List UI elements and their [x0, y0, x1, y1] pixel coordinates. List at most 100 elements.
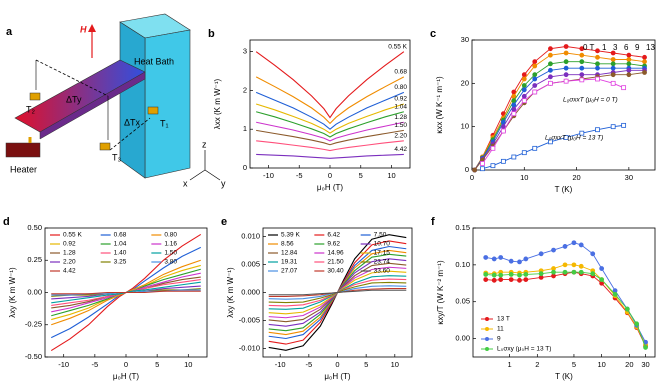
marker	[538, 251, 544, 257]
series-line	[485, 264, 646, 345]
marker	[521, 87, 527, 93]
x-axis-label: μ₀H (T)	[113, 372, 139, 381]
legend-label: 4.42	[63, 268, 76, 275]
y-axis-label: κxy/T (W K⁻² m⁻¹)	[436, 260, 445, 325]
marker	[610, 65, 616, 71]
axis-x	[189, 169, 206, 181]
marker	[511, 111, 517, 117]
panel-label: b	[208, 28, 215, 40]
x-tick-label: 5	[572, 360, 576, 369]
marker	[579, 59, 585, 65]
marker	[521, 72, 527, 78]
x-tick-label: -10	[275, 360, 286, 369]
legend-label: 3.25	[114, 259, 127, 266]
series-line	[255, 76, 405, 125]
marker	[498, 255, 504, 260]
series-label: 2.20	[394, 133, 407, 140]
marker	[610, 124, 616, 130]
marker	[634, 321, 640, 327]
marker	[578, 269, 584, 275]
x-tick-label: 5	[155, 360, 159, 369]
marker	[523, 272, 529, 277]
marker	[532, 72, 538, 78]
y-tick-label: 0.000	[241, 287, 260, 296]
series-line	[256, 121, 404, 142]
x-tick-label: 10	[391, 360, 399, 369]
marker	[579, 52, 585, 58]
legend-label: 33.60	[374, 268, 391, 275]
panel-label: d	[3, 216, 10, 228]
marker	[595, 76, 600, 82]
marker	[599, 277, 605, 283]
x-tick-label: -5	[306, 360, 313, 369]
field-label: H	[80, 24, 87, 34]
y-tick-label: 0.010	[241, 231, 260, 240]
legend-label: 1.40	[114, 250, 127, 257]
x-axis-label: T (K)	[555, 372, 573, 381]
marker	[521, 150, 527, 156]
marker	[548, 67, 553, 73]
marker	[563, 50, 569, 56]
marker	[491, 272, 497, 278]
axis-y	[204, 169, 221, 181]
legend-label: 19.31	[281, 259, 298, 266]
x-tick-label: 30	[625, 173, 633, 182]
marker	[483, 255, 489, 260]
axis-z-label: z	[202, 139, 207, 149]
marker	[579, 77, 585, 83]
legend-label: 9.62	[327, 241, 340, 248]
x-tick-label: 0	[335, 360, 339, 369]
y-tick-label: 0.15	[455, 223, 470, 232]
marker	[563, 59, 569, 65]
heater-block	[5, 142, 41, 158]
marker	[523, 256, 529, 262]
legend-label: 0.80	[164, 232, 177, 239]
thermometer	[147, 106, 159, 115]
dty-label: ΔTy	[66, 94, 82, 104]
t2-label: T₂	[26, 104, 35, 114]
marker	[626, 57, 632, 62]
marker	[523, 277, 529, 283]
x-tick-label: 5	[359, 171, 363, 180]
y-tick-label: 10	[461, 122, 469, 131]
marker	[563, 65, 569, 71]
x-tick-label: 10	[520, 173, 528, 182]
x-tick-label: 10	[597, 360, 605, 369]
marker	[521, 98, 527, 104]
series-line	[51, 290, 201, 295]
panel-label: e	[221, 216, 227, 228]
dtx-arrow	[109, 117, 151, 151]
y-tick-label: 0.00	[455, 334, 470, 343]
marker	[579, 46, 585, 52]
marker	[643, 345, 648, 350]
marker	[563, 72, 569, 78]
marker	[571, 240, 577, 246]
marker	[508, 272, 514, 277]
bath-front	[144, 29, 191, 179]
series-line	[255, 103, 405, 134]
legend-label: 1.16	[164, 241, 177, 248]
marker	[590, 271, 596, 277]
marker	[624, 306, 630, 312]
legend-label: 0.55 K	[63, 232, 82, 239]
axis-y-label: y	[221, 178, 226, 188]
marker	[498, 277, 504, 283]
y-axis-label: λxx (K m W⁻¹)	[213, 78, 222, 129]
panel-label: f	[431, 216, 435, 228]
diagram: a H Heat Bath Heater ΔTy ΔTx T₁ T₂ T₃ z …	[5, 13, 226, 188]
marker	[563, 44, 569, 49]
legend-label: 27.07	[281, 268, 298, 275]
y-tick-label: 3	[243, 47, 247, 56]
series-label: 1.50	[394, 122, 407, 129]
series-line	[256, 111, 404, 138]
marker	[490, 145, 496, 151]
series-label: 1.04	[394, 103, 407, 110]
marker	[548, 61, 553, 67]
series-line	[474, 61, 645, 171]
marker	[642, 54, 647, 60]
marker	[579, 65, 585, 71]
legend-marker	[485, 327, 489, 331]
x-tick-label: 1	[508, 360, 512, 369]
x-tick-label: -10	[58, 360, 69, 369]
series-label: 9	[635, 43, 640, 52]
